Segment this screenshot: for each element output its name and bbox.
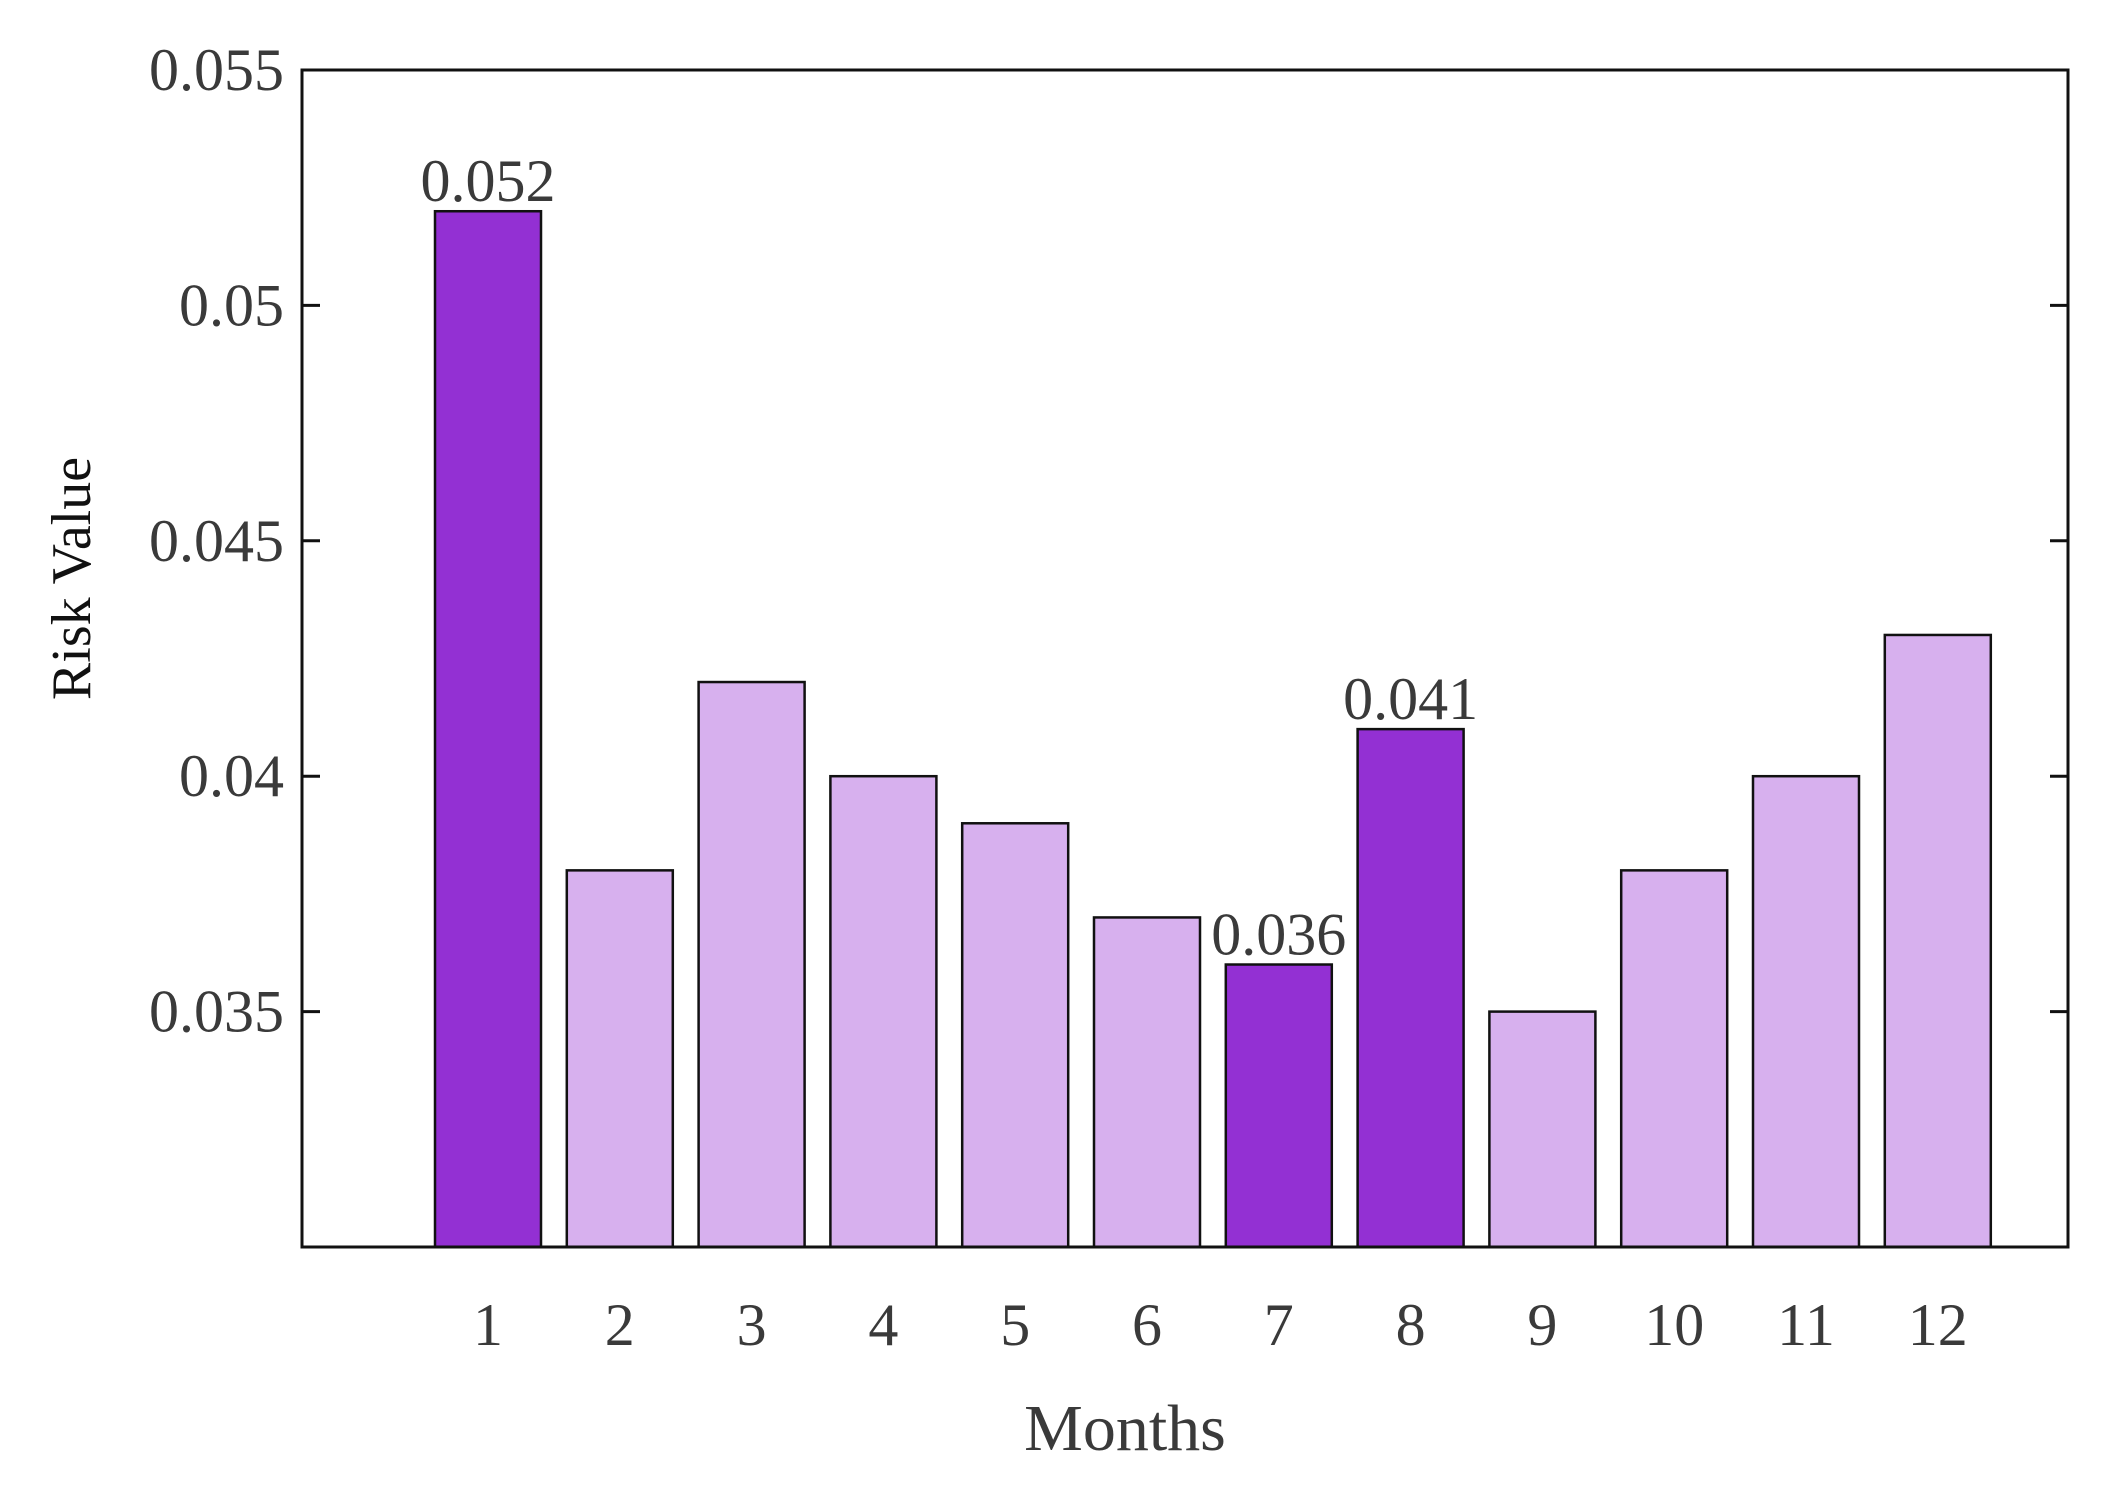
bar-month-7 [1224, 963, 1334, 1249]
y-tick-label-4: 0.055 [149, 37, 284, 103]
y-tick-label-0: 0.035 [149, 979, 284, 1045]
bar-month-5 [960, 822, 1070, 1249]
x-tick-label-7: 7 [1264, 1292, 1294, 1358]
bar-month-12 [1883, 633, 1993, 1249]
x-tick-label-3: 3 [737, 1292, 767, 1358]
x-tick-label-2: 2 [605, 1292, 635, 1358]
x-tick-label-1: 1 [473, 1292, 503, 1358]
x-tick-label-8: 8 [1396, 1292, 1426, 1358]
bars [433, 209, 1993, 1249]
axis-ticks [302, 68, 2068, 1014]
x-tick-label-6: 6 [1132, 1292, 1162, 1358]
y-tick-labels: 0.035 0.04 0.045 0.05 0.055 [149, 37, 284, 1045]
x-tick-label-9: 9 [1527, 1292, 1557, 1358]
bar-month-10 [1619, 869, 1729, 1249]
y-tick-label-3: 0.05 [179, 272, 284, 338]
data-label-month-1: 0.052 [421, 148, 556, 214]
plot-frame [300, 68, 2070, 1249]
data-label-month-7: 0.036 [1211, 902, 1346, 968]
y-axis-title: Risk Value [41, 457, 103, 700]
x-tick-label-4: 4 [868, 1292, 898, 1358]
x-axis-title: Months [1024, 1392, 1226, 1465]
x-tick-labels: 1 2 3 4 5 6 7 8 9 10 11 12 [473, 1292, 1968, 1358]
y-tick-label-2: 0.045 [149, 508, 284, 574]
bar-month-8 [1356, 727, 1465, 1249]
bar-month-6 [1092, 916, 1202, 1249]
data-label-month-8: 0.041 [1343, 666, 1478, 732]
x-tick-label-5: 5 [1000, 1292, 1030, 1358]
bar-month-11 [1751, 774, 1861, 1249]
bar-month-1 [433, 209, 543, 1249]
data-labels: 0.052 0.036 0.041 [421, 148, 1479, 967]
bar-month-9 [1488, 1010, 1597, 1249]
y-tick-label-1: 0.04 [179, 743, 284, 809]
bar-month-4 [829, 774, 938, 1249]
x-tick-label-12: 12 [1908, 1292, 1968, 1358]
x-tick-label-10: 10 [1644, 1292, 1704, 1358]
bar-month-3 [697, 680, 806, 1249]
bar-month-2 [565, 869, 675, 1249]
x-tick-label-11: 11 [1777, 1292, 1835, 1358]
